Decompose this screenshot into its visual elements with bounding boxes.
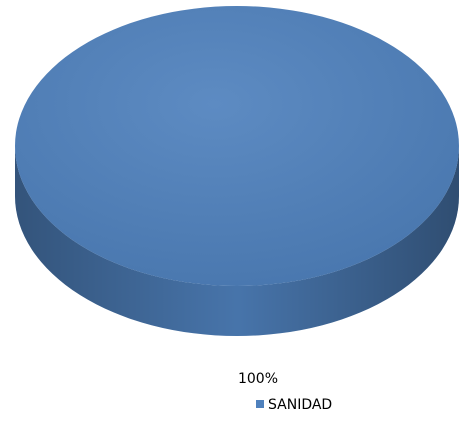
slice-side-shade (15, 146, 459, 336)
legend-label: SANIDAD (268, 397, 332, 413)
data-label: 100% (238, 371, 278, 387)
slice-top-shade (15, 6, 459, 286)
slice (15, 6, 459, 336)
plot-area: 100% (15, 6, 459, 387)
legend-swatch (256, 400, 264, 408)
legend: SANIDAD (256, 397, 332, 413)
